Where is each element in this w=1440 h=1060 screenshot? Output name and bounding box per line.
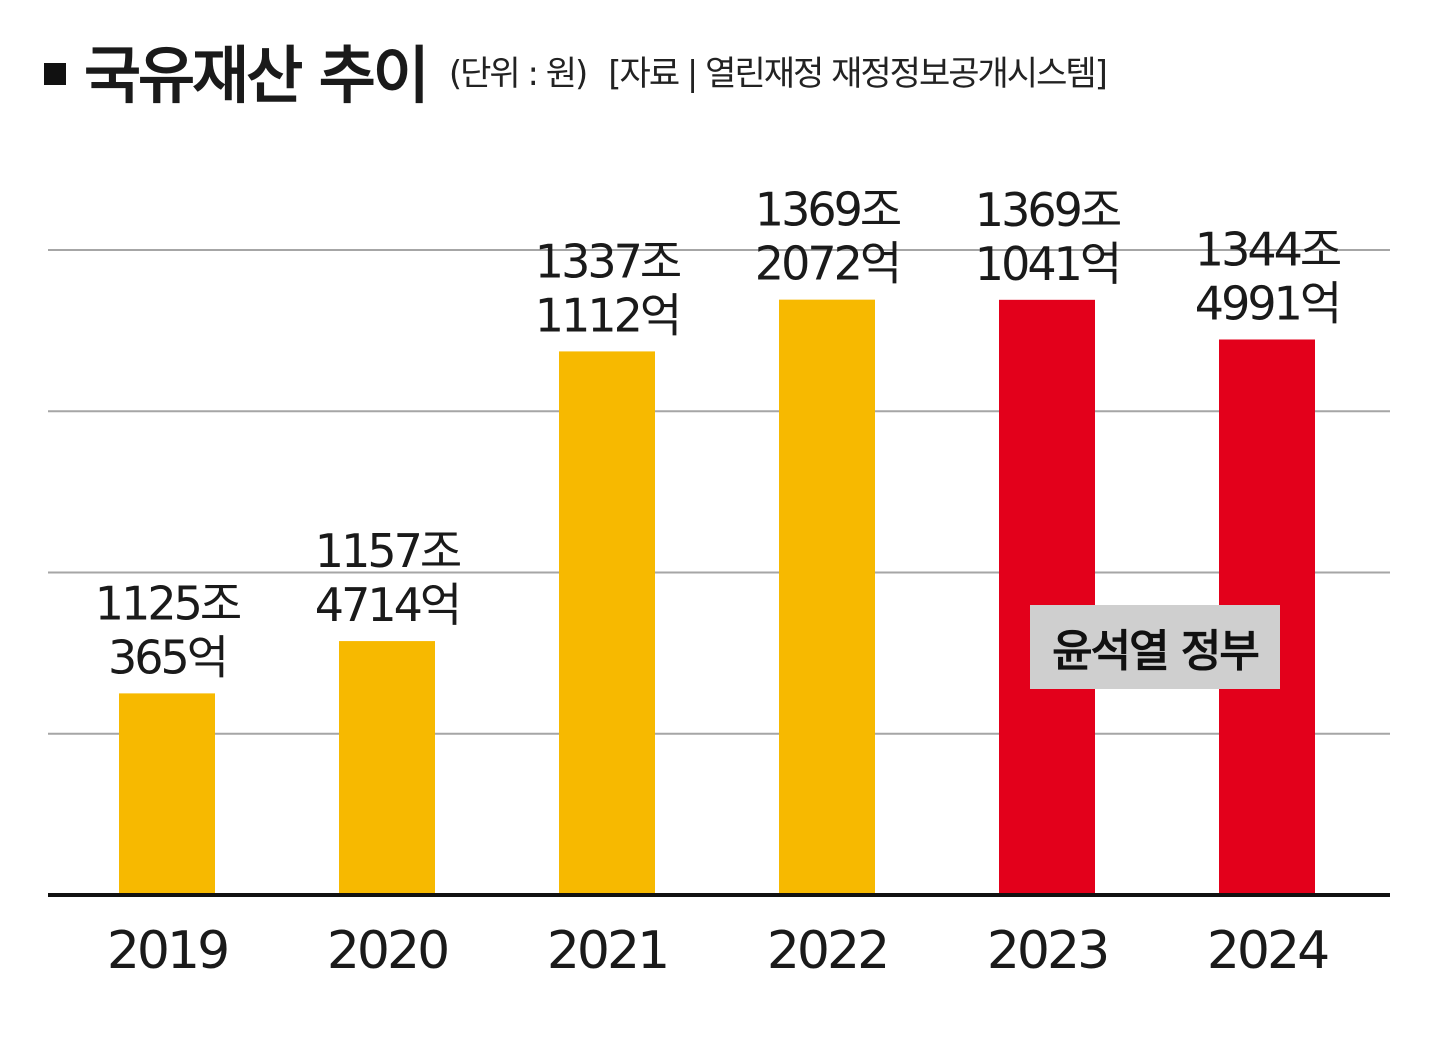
data-label-2021-1: 1337조 xyxy=(535,234,681,288)
bars xyxy=(119,299,1315,895)
x-tick-2023: 2023 xyxy=(987,921,1107,981)
data-label-2020-1: 1157조 xyxy=(315,524,461,578)
source-note: [자료 | 열린재정 재정정보공개시스템] xyxy=(608,53,1108,94)
chart-title: 국유재산 추이 xyxy=(84,39,430,112)
bar-2019 xyxy=(119,693,215,895)
data-label-2024-2: 4991억 xyxy=(1195,276,1339,330)
data-label-2023-1: 1369조 xyxy=(975,183,1121,237)
bar-2023 xyxy=(999,299,1095,895)
x-tick-2020: 2020 xyxy=(327,921,447,981)
data-labels: 1125조365억1157조4714억1337조1112억1369조2072억1… xyxy=(95,183,1344,685)
x-tick-2024: 2024 xyxy=(1207,921,1328,981)
data-label-2019-1: 1125조 xyxy=(95,576,241,630)
unit-note: (단위 : 원) xyxy=(448,53,588,94)
chart-header: 국유재산 추이 (단위 : 원) [자료 | 열린재정 재정정보공개시스템] xyxy=(44,30,1108,112)
x-tick-2021: 2021 xyxy=(547,921,667,981)
data-label-2022-1: 1369조 xyxy=(755,183,901,237)
x-tick-2019: 2019 xyxy=(107,921,227,981)
data-label-2022-2: 2072억 xyxy=(755,237,899,291)
data-label-2024-1: 1344조 xyxy=(1195,222,1341,276)
data-label-2021-2: 1112억 xyxy=(535,288,679,342)
bar-2021 xyxy=(559,351,655,895)
x-tick-2022: 2022 xyxy=(767,921,887,981)
data-label-2020-2: 4714억 xyxy=(315,578,459,632)
bar-2020 xyxy=(339,641,435,895)
bar-2022 xyxy=(779,299,875,895)
government-badge: 윤석열 정부 xyxy=(1030,605,1280,689)
x-tick-labels: 2019 2020 2021 2022 2023 2024 xyxy=(107,921,1331,981)
data-label-2019-2: 365억 xyxy=(108,630,226,684)
data-label-2023-2: 1041억 xyxy=(975,237,1119,291)
square-bullet-icon xyxy=(44,63,66,85)
gridlines xyxy=(48,249,1390,735)
